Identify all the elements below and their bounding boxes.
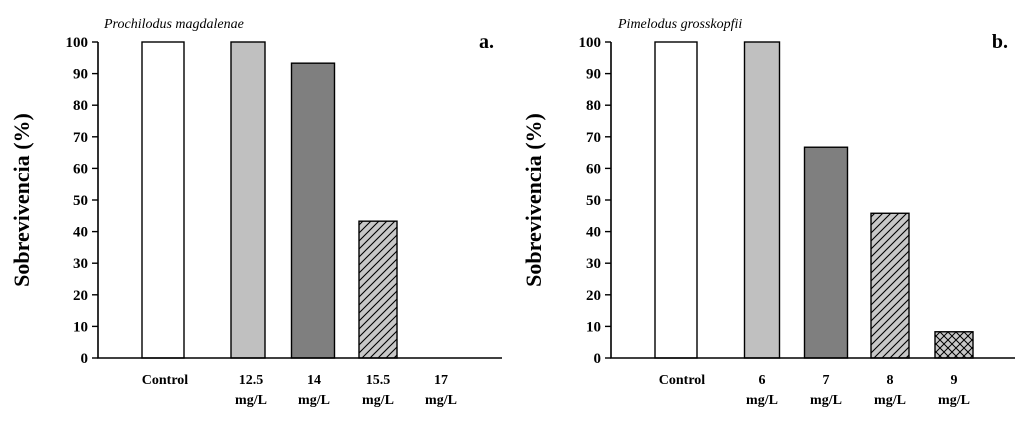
y-tick-label: 70 [586, 130, 601, 146]
x-tick-label: 7 mg/L [810, 373, 842, 408]
x-tick-label: 17 mg/L [425, 373, 457, 408]
y-tick-label: 100 [579, 35, 602, 51]
x-axis: Control 12.5 mg/L 14 mg/L 15.5 mg/L 17 mg/L [142, 373, 457, 408]
y-tick-label: 10 [586, 319, 601, 335]
y-tick-label: 0 [81, 351, 89, 367]
bar [358, 220, 398, 359]
y-axis: 0 10 20 30 40 50 60 70 80 90 100 [579, 35, 611, 367]
y-tick-label: 60 [73, 161, 88, 177]
y-tick-label: 50 [73, 193, 88, 209]
x-tick-label: Control [142, 373, 189, 388]
chart-panel-a: Prochilodus magdalenae a. Sobrevivencia … [9, 17, 502, 408]
axis-lines [97, 42, 502, 359]
panel-label: b. [992, 31, 1008, 53]
y-tick-label: 80 [73, 98, 88, 114]
panel-label: a. [479, 31, 494, 53]
x-axis: Control 6 mg/L 7 mg/L 8 mg/L 9 mg/L [659, 373, 970, 408]
y-tick-label: 70 [73, 130, 88, 146]
y-tick-label: 80 [586, 98, 601, 114]
y-tick-label: 20 [73, 288, 88, 304]
axis-lines [610, 42, 1015, 359]
y-axis: 0 10 20 30 40 50 60 70 80 90 100 [66, 35, 98, 367]
y-axis-label: Sobrevivencia (%) [521, 113, 546, 287]
y-tick-label: 0 [594, 351, 602, 367]
chart-title: Pimelodus grosskopfii [617, 17, 742, 32]
y-tick-label: 90 [73, 67, 88, 83]
x-tick-label: 12.5 mg/L [235, 373, 267, 408]
x-tick-label: 8 mg/L [874, 373, 906, 408]
y-tick-label: 90 [586, 67, 601, 83]
chart-title: Prochilodus magdalenae [103, 17, 244, 32]
y-tick-label: 10 [73, 319, 88, 335]
bar [654, 41, 698, 359]
bar [870, 212, 910, 359]
y-tick-label: 50 [586, 193, 601, 209]
bar [934, 331, 974, 359]
y-axis-label: Sobrevivencia (%) [9, 113, 34, 287]
y-tick-label: 30 [586, 256, 601, 272]
x-tick-label: 14 mg/L [298, 373, 330, 408]
x-tick-label: 9 mg/L [938, 373, 970, 408]
bar [230, 41, 266, 359]
y-tick-label: 40 [586, 225, 601, 241]
y-tick-label: 40 [73, 225, 88, 241]
bar [803, 146, 849, 359]
bar [290, 62, 336, 359]
bar-series [141, 41, 398, 359]
x-tick-label: Control [659, 373, 706, 388]
y-tick-label: 100 [66, 35, 89, 51]
bar [141, 41, 185, 359]
y-tick-label: 20 [586, 288, 601, 304]
x-tick-label: 6 mg/L [746, 373, 778, 408]
y-tick-label: 30 [73, 256, 88, 272]
bar [743, 41, 781, 359]
chart-panel-b: Pimelodus grosskopfii b. Sobrevivencia (… [521, 17, 1015, 408]
bar-series [654, 41, 974, 359]
x-tick-label: 15.5 mg/L [362, 373, 394, 408]
y-tick-label: 60 [586, 161, 601, 177]
